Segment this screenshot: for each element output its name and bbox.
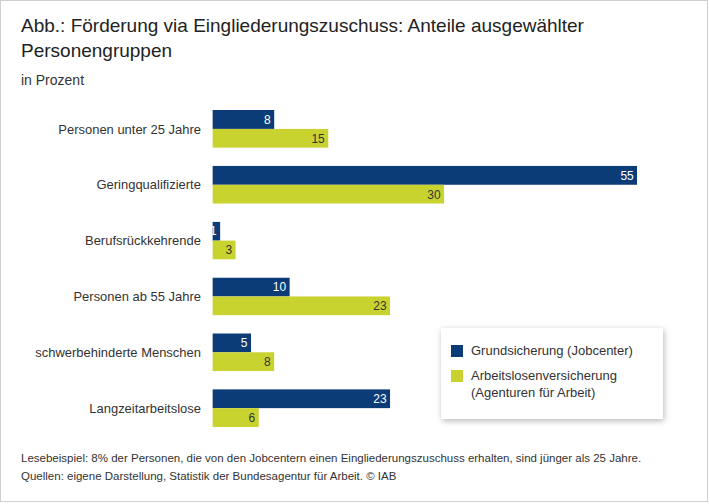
html-text:Abb.: Förderung via Einglieder: Abb.: Förderung via Eingliederungszuschu… [21,15,584,61]
svg-text:10: 10 [273,280,287,294]
html-text:Arbeitslosenversicherung (Agen: Arbeitslosenversicherung (Agenturen für … [471,368,617,400]
svg-text:6: 6 [249,411,256,425]
svg-text:Langzeitarbeitslose: Langzeitarbeitslose [89,401,201,416]
html-text:in Prozent: in Prozent [21,72,84,88]
svg-text:8: 8 [264,113,271,127]
svg-text:23: 23 [373,299,387,313]
svg-text:3: 3 [225,243,232,257]
html-text:Quellen: eigene Darstellung, S: Quellen: eigene Darstellung, Statistik d… [21,470,397,482]
svg-text:8: 8 [264,355,271,369]
svg-text:15: 15 [311,132,325,146]
html-text:Lesebeispiel: 8% der Personen,: Lesebeispiel: 8% der Personen, die von d… [21,452,642,464]
svg-text:Personen ab 55 Jahre: Personen ab 55 Jahre [73,289,200,304]
html-text:Grundsicherung (Jobcenter): Grundsicherung (Jobcenter) [471,343,633,358]
svg-text:5: 5 [241,336,248,350]
svg-text:Berufsrückkehrende: Berufsrückkehrende [85,233,201,248]
svg-text:23: 23 [373,392,387,406]
svg-text:1: 1 [210,224,217,238]
svg-text:55: 55 [620,169,634,183]
svg-text:schwerbehinderte Menschen: schwerbehinderte Menschen [35,345,201,360]
svg-text:30: 30 [427,188,441,202]
svg-text:Personen unter 25 Jahre: Personen unter 25 Jahre [58,122,201,137]
svg-text:Geringqualifizierte: Geringqualifizierte [97,177,201,192]
